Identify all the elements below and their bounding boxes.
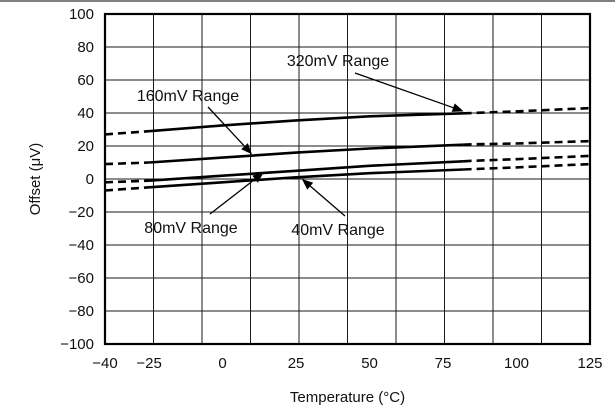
x-axis-label: Temperature (°C) — [290, 389, 405, 406]
x-tick-label: 50 — [361, 355, 378, 372]
x-tick-label: 100 — [504, 355, 529, 372]
annotation-arrow-shaft — [209, 178, 256, 215]
y-tick-label: 20 — [77, 138, 94, 155]
y-tick-label: 100 — [69, 6, 94, 23]
x-tick-label: 0 — [218, 355, 226, 372]
y-tick-label: −40 — [69, 237, 94, 254]
series-320mv-range — [104, 106, 591, 136]
series-line-dashed-high — [463, 154, 591, 163]
series-line-dashed-high — [463, 106, 591, 115]
series-line-solid — [149, 160, 464, 182]
x-tick-label: 25 — [288, 355, 305, 372]
series-160mv-range — [104, 139, 591, 166]
y-tick-label: −60 — [69, 270, 94, 287]
series-line-solid — [148, 112, 464, 133]
y-tick-label: −80 — [69, 303, 94, 320]
series-line-dashed-low — [104, 186, 150, 192]
x-tick-label: 125 — [577, 355, 602, 372]
plot-frame — [103, 12, 592, 346]
y-tick-labels: −100 −80 −60 −40 −20 0 20 40 60 80 100 — [60, 6, 94, 353]
x-tick-labels: −40 −25 0 25 50 75 100 125 — [92, 355, 602, 372]
annotation-arrow-head — [451, 103, 464, 112]
annotation-arrow-shaft — [309, 185, 346, 217]
y-tick-label: −20 — [69, 204, 94, 221]
annotation-320mv-range: 320mV Range — [287, 53, 389, 70]
series-line-dashed-high — [463, 139, 591, 146]
y-tick-label: 80 — [77, 39, 94, 56]
series-line-dashed-low — [104, 129, 150, 136]
series-line-dashed-low — [104, 161, 150, 166]
x-tick-label: −25 — [136, 355, 161, 372]
y-tick-label: 0 — [86, 171, 94, 188]
annotation-arrow-head — [301, 179, 314, 190]
series-line-dashed-high — [463, 162, 591, 171]
x-tick-label: 75 — [435, 355, 452, 372]
annotation-arrow-shaft — [354, 72, 454, 109]
series-line-dashed-low — [104, 179, 150, 184]
series-line-solid — [149, 168, 464, 189]
grid — [105, 14, 590, 344]
annotation-arrow-shaft — [207, 106, 245, 147]
annotation-arrow-head — [241, 143, 252, 155]
annotation-160mv-range: 160mV Range — [137, 88, 239, 105]
annotation-80mv-range: 80mV Range — [144, 220, 237, 237]
series-group — [104, 106, 591, 192]
y-tick-label: −100 — [60, 336, 94, 353]
series-80mv-range — [104, 154, 591, 184]
y-axis-label: Offset (μV) — [27, 143, 44, 216]
x-tick-label: −40 — [92, 355, 117, 372]
y-tick-label: 60 — [77, 72, 94, 89]
annotation-40mv-range: 40mV Range — [291, 222, 384, 239]
y-tick-label: 40 — [77, 105, 94, 122]
annotation-arrow-head — [252, 172, 264, 183]
series-annotations: 320mV Range 160mV Range 80mV Range 40mV Ran… — [137, 53, 464, 239]
series-line-solid — [149, 143, 464, 164]
series-40mv-range — [104, 162, 591, 192]
